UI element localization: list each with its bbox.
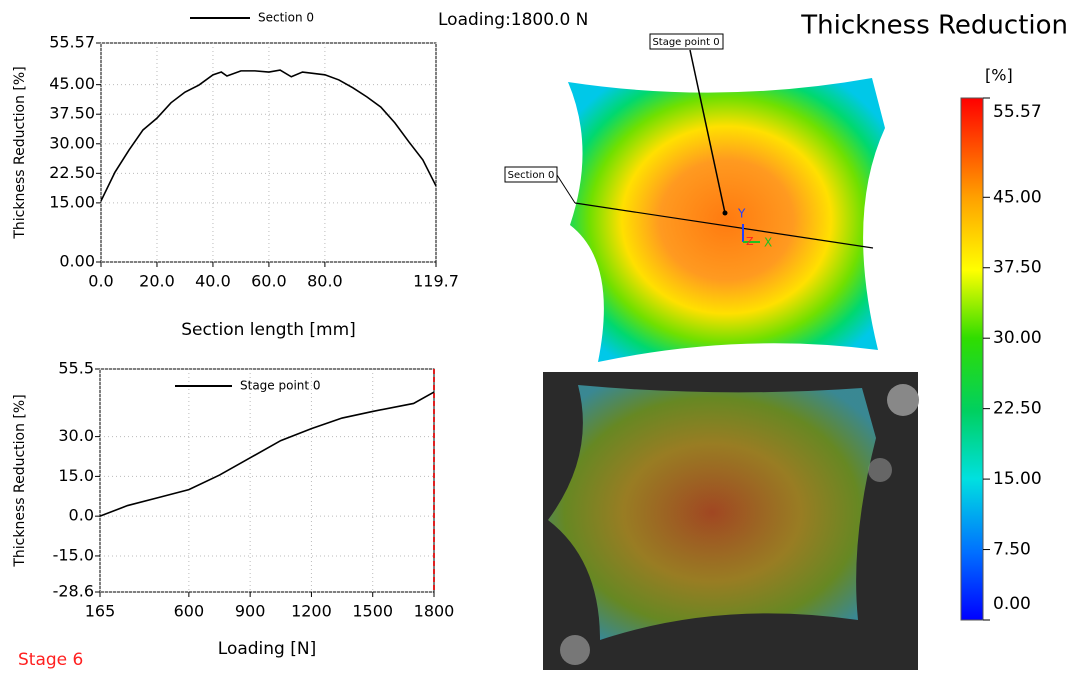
- x-tick-label: 60.0: [251, 272, 287, 291]
- x-axis-title: Loading [N]: [218, 639, 316, 659]
- x-tick-label: 40.0: [195, 272, 231, 291]
- axis-z-label: Z: [746, 235, 754, 248]
- contour-map: Stage point 0 Section 0 Y X Z: [504, 33, 885, 362]
- y-tick-label: 45.00: [49, 74, 95, 93]
- x-tick-label: 165: [85, 602, 116, 621]
- colorbar-title: [%]: [985, 66, 1013, 85]
- y-tick-label: 55.5: [58, 359, 94, 378]
- x-tick-label: 900: [235, 602, 266, 621]
- loading-label: Loading:1800.0 N: [438, 10, 588, 30]
- section-tag-text: Section 0: [508, 170, 555, 181]
- colorbar-tick-label: 37.50: [993, 258, 1042, 278]
- section-leader: [556, 174, 576, 204]
- stage-point: [722, 210, 728, 216]
- colorbar-tick-label: 7.50: [993, 540, 1031, 560]
- colorbar-tick-label: 30.00: [993, 328, 1042, 348]
- stage-point-leader: [689, 49, 726, 214]
- y-tick-label: -28.6: [53, 582, 94, 601]
- x-tick-label: 119.7: [413, 272, 459, 291]
- strain-field: [568, 78, 885, 362]
- plot-area: [99, 368, 435, 593]
- y-tick-label: -15.0: [53, 545, 94, 564]
- strain-overlay: [548, 385, 876, 640]
- view-title: Thickness Reduction: [800, 11, 1068, 41]
- data-line: [100, 69, 437, 202]
- stage-point-tag: [649, 33, 724, 50]
- legend-label: Section 0: [258, 11, 314, 25]
- x-tick-label: 600: [174, 602, 205, 621]
- y-tick-label: 37.50: [49, 104, 95, 123]
- y-tick-label: 0.0: [69, 506, 94, 525]
- stage-label: Stage 6: [18, 650, 83, 670]
- colorbar-tick-label: 55.57: [993, 102, 1042, 122]
- y-axis-title: Thickness Reduction [%]: [12, 66, 28, 239]
- section-tag: [504, 166, 558, 183]
- x-tick-label: 1500: [352, 602, 393, 621]
- x-tick-label: 0.0: [88, 272, 113, 291]
- colorbar-tick-label: 0.00: [993, 594, 1031, 614]
- y-tick-label: 15.0: [58, 466, 94, 485]
- y-tick-label: 15.00: [49, 192, 95, 211]
- axis-y-label: Y: [737, 207, 746, 221]
- bolt: [868, 458, 892, 482]
- y-axis-title: Thickness Reduction [%]: [12, 394, 28, 567]
- x-tick-label: 20.0: [139, 272, 175, 291]
- colorbar-tick-label: 15.00: [993, 469, 1042, 489]
- y-tick-label: 22.50: [49, 163, 95, 182]
- axis-x-label: X: [764, 236, 772, 250]
- x-tick-label: 1200: [291, 602, 332, 621]
- stage-point-tag-text: Stage point 0: [652, 37, 719, 48]
- bolt: [560, 635, 590, 665]
- camera-image: [543, 372, 919, 670]
- x-tick-label: 1800: [414, 602, 455, 621]
- data-line: [99, 391, 435, 517]
- y-tick-label: 0.00: [59, 252, 95, 271]
- x-tick-label: 80.0: [307, 272, 343, 291]
- legend-label: Stage point 0: [240, 379, 321, 393]
- y-tick-label: 30.00: [49, 133, 95, 152]
- colorbar: [960, 97, 984, 621]
- bolt: [887, 384, 919, 416]
- y-tick-label: 55.57: [49, 33, 95, 52]
- x-axis-title: Section length [mm]: [181, 320, 356, 340]
- section-line: [574, 202, 874, 249]
- y-tick-label: 30.0: [58, 426, 94, 445]
- colorbar-tick-label: 45.00: [993, 187, 1042, 207]
- colorbar-tick-label: 22.50: [993, 399, 1042, 419]
